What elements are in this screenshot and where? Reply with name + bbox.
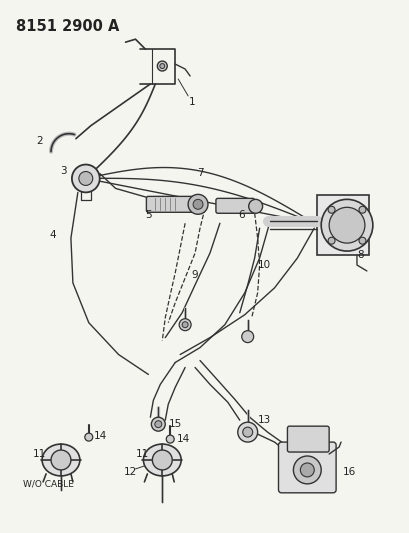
Circle shape bbox=[179, 319, 191, 330]
Text: 9: 9 bbox=[191, 270, 198, 280]
Text: 1: 1 bbox=[188, 97, 195, 107]
Text: 11: 11 bbox=[135, 449, 149, 459]
FancyBboxPatch shape bbox=[216, 198, 254, 213]
Circle shape bbox=[320, 199, 372, 251]
Text: 10: 10 bbox=[257, 260, 270, 270]
FancyBboxPatch shape bbox=[278, 442, 335, 493]
FancyBboxPatch shape bbox=[317, 196, 368, 255]
FancyBboxPatch shape bbox=[287, 426, 328, 452]
Text: 12: 12 bbox=[124, 467, 137, 477]
Circle shape bbox=[293, 456, 320, 484]
Text: 6: 6 bbox=[238, 210, 245, 220]
Text: 14: 14 bbox=[94, 431, 107, 441]
Circle shape bbox=[188, 195, 207, 214]
Circle shape bbox=[327, 206, 334, 213]
Text: 14: 14 bbox=[176, 434, 189, 444]
Text: 15: 15 bbox=[168, 419, 181, 429]
Circle shape bbox=[182, 322, 188, 328]
Circle shape bbox=[328, 207, 364, 243]
Circle shape bbox=[327, 237, 334, 244]
Text: 5: 5 bbox=[145, 210, 151, 220]
Text: 3: 3 bbox=[60, 166, 66, 176]
Text: 8: 8 bbox=[357, 250, 363, 260]
Ellipse shape bbox=[42, 444, 80, 476]
Circle shape bbox=[248, 199, 262, 213]
Circle shape bbox=[358, 206, 365, 213]
Ellipse shape bbox=[143, 444, 181, 476]
Text: 11: 11 bbox=[32, 449, 46, 459]
Circle shape bbox=[157, 61, 167, 71]
Text: W/O CABLE: W/O CABLE bbox=[23, 480, 74, 489]
Ellipse shape bbox=[79, 172, 92, 185]
Circle shape bbox=[151, 417, 165, 431]
Circle shape bbox=[155, 421, 162, 427]
Text: 2: 2 bbox=[36, 136, 43, 146]
Text: 7: 7 bbox=[196, 168, 203, 179]
Circle shape bbox=[160, 63, 164, 69]
Circle shape bbox=[237, 422, 257, 442]
Circle shape bbox=[358, 237, 365, 244]
Circle shape bbox=[241, 330, 253, 343]
Circle shape bbox=[193, 199, 202, 209]
Text: 8151 2900 A: 8151 2900 A bbox=[16, 19, 119, 34]
FancyBboxPatch shape bbox=[146, 196, 195, 212]
Circle shape bbox=[242, 427, 252, 437]
Ellipse shape bbox=[72, 165, 99, 192]
Circle shape bbox=[300, 463, 313, 477]
Circle shape bbox=[51, 450, 71, 470]
Text: 4: 4 bbox=[49, 230, 56, 240]
Text: 13: 13 bbox=[257, 415, 271, 425]
Text: 16: 16 bbox=[342, 467, 355, 477]
Circle shape bbox=[85, 433, 92, 441]
Circle shape bbox=[152, 450, 172, 470]
Circle shape bbox=[166, 435, 174, 443]
